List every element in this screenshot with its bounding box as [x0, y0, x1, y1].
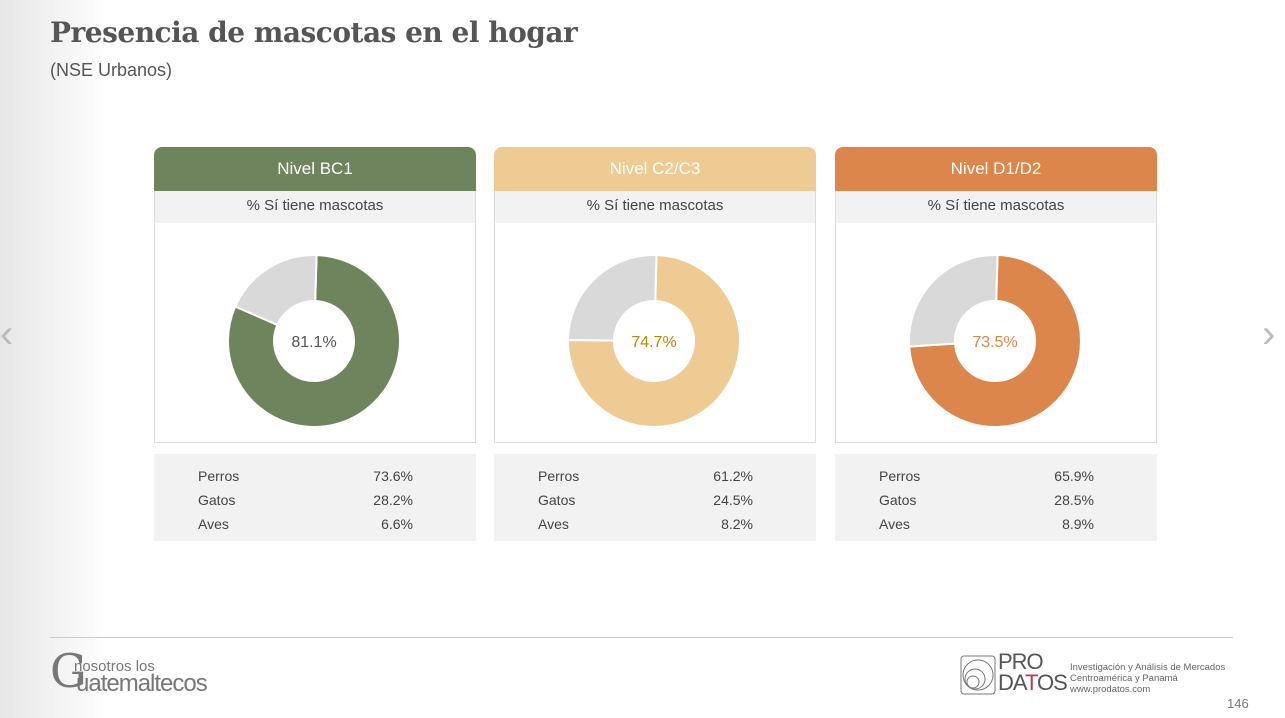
pet-value: 28.2%	[373, 492, 413, 508]
pet-table: Perros 65.9% Gatos 28.5% Aves 8.9%	[835, 454, 1157, 541]
footer-divider	[50, 637, 1233, 638]
next-slide-button[interactable]: ›	[1262, 312, 1276, 356]
chart-box: % Sí tiene mascotas 74.7%	[494, 191, 816, 443]
table-row: Aves 8.9%	[879, 516, 1094, 540]
pet-table: Perros 73.6% Gatos 28.2% Aves 6.6%	[154, 454, 476, 541]
panel-subheader: % Sí tiene mascotas	[836, 191, 1156, 223]
donut-slice-yes	[567, 254, 741, 428]
left-shade	[0, 0, 110, 718]
logo-big-text: uatemaltecos	[76, 670, 208, 697]
table-row: Aves 6.6%	[198, 516, 413, 540]
pet-name: Gatos	[198, 492, 236, 508]
nse-panel: Nivel BC1 % Sí tiene mascotas 81.1%	[154, 147, 476, 443]
pet-name: Aves	[538, 516, 569, 532]
table-row: Perros 73.6%	[198, 468, 413, 492]
donut-slice-yes	[908, 254, 1082, 428]
chart-box: % Sí tiene mascotas 81.1%	[154, 191, 476, 443]
donut-chart: 73.5%	[908, 254, 1082, 428]
info-line: www.prodatos.com	[1070, 684, 1151, 695]
pet-name: Perros	[198, 468, 240, 484]
table-row: Gatos 28.5%	[879, 492, 1094, 516]
panel-header: Nivel BC1	[154, 147, 476, 191]
prodatos-info: Investigación y Análisis de Mercados Cen…	[1070, 662, 1225, 695]
logo-datos: DATOS	[998, 670, 1068, 695]
pet-table: Perros 61.2% Gatos 24.5% Aves 8.2%	[494, 454, 816, 541]
pet-value: 28.5%	[1054, 492, 1094, 508]
page-number: 146	[1227, 696, 1249, 711]
panel-subheader: % Sí tiene mascotas	[155, 191, 475, 223]
donut-slice-no	[566, 254, 658, 342]
pet-value: 8.9%	[1062, 516, 1094, 532]
table-row: Aves 8.2%	[538, 516, 753, 540]
pet-value: 24.5%	[713, 492, 753, 508]
pet-value: 65.9%	[1054, 468, 1094, 484]
panel-subheader: % Sí tiene mascotas	[495, 191, 815, 223]
pet-name: Aves	[879, 516, 910, 532]
logo-pro: PRO	[998, 649, 1044, 674]
donut-center-label: 81.1%	[291, 334, 336, 351]
donut-chart: 74.7%	[566, 254, 741, 428]
page-subtitle: (NSE Urbanos)	[50, 60, 173, 80]
pet-name: Perros	[879, 468, 921, 484]
donut-center-label: 74.7%	[631, 334, 676, 351]
prodatos-logo: PRO DATOS	[960, 651, 1068, 700]
pet-value: 6.6%	[381, 516, 413, 532]
prev-slide-button[interactable]: ‹	[0, 312, 14, 356]
logo-small-text: nosotros los	[74, 658, 155, 675]
donut-center-label: 73.5%	[972, 334, 1017, 351]
pet-name: Gatos	[879, 492, 917, 508]
panel-header: Nivel D1/D2	[835, 147, 1157, 191]
info-line: Centroamérica y Panamá	[1070, 673, 1178, 684]
page-title: Presencia de mascotas en el hogar	[50, 16, 578, 49]
nse-panel: Nivel D1/D2 % Sí tiene mascotas 73.5%	[835, 147, 1157, 443]
table-row: Perros 61.2%	[538, 468, 753, 492]
table-row: Gatos 28.2%	[198, 492, 413, 516]
table-row: Gatos 24.5%	[538, 492, 753, 516]
pet-name: Aves	[198, 516, 229, 532]
pet-value: 61.2%	[713, 468, 753, 484]
donut-slice-no	[233, 254, 318, 327]
table-row: Perros 65.9%	[879, 468, 1094, 492]
pet-value: 73.6%	[373, 468, 413, 484]
donut-chart: 81.1%	[227, 254, 401, 428]
panel-header: Nivel C2/C3	[494, 147, 816, 191]
chart-box: % Sí tiene mascotas 73.5%	[835, 191, 1157, 443]
info-line: Investigación y Análisis de Mercados	[1070, 662, 1226, 673]
prodatos-circles-icon	[960, 655, 996, 695]
donut-slice-yes	[227, 254, 401, 428]
nse-panel: Nivel C2/C3 % Sí tiene mascotas 74.7%	[494, 147, 816, 443]
pet-name: Perros	[538, 468, 580, 484]
pet-value: 8.2%	[721, 516, 753, 532]
donut-slice-no	[908, 254, 999, 348]
pet-name: Gatos	[538, 492, 576, 508]
